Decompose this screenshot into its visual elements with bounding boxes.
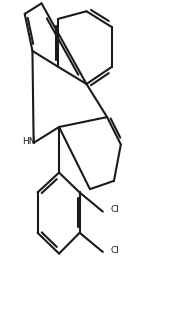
Text: Cl: Cl	[111, 205, 119, 214]
Text: Cl: Cl	[111, 246, 119, 255]
Text: HN: HN	[22, 137, 36, 146]
